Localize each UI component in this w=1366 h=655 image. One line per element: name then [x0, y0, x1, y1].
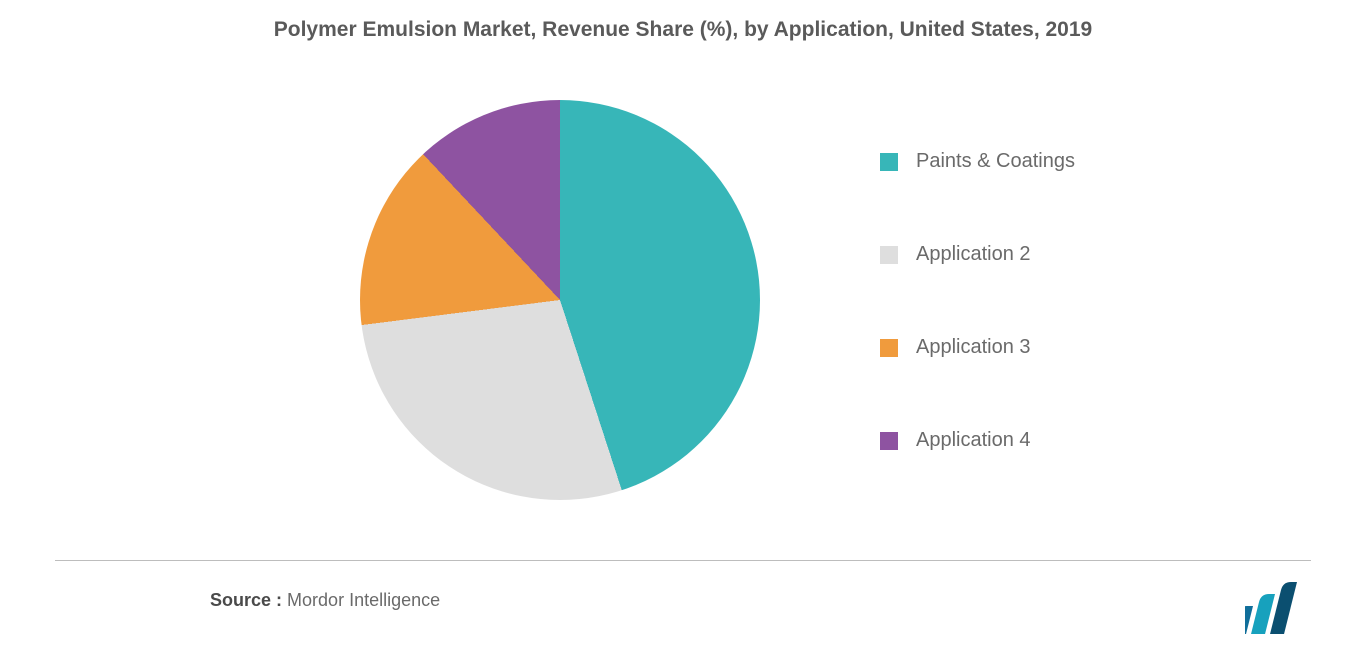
source-label: Source : [210, 590, 282, 610]
legend-item: Application 2 [880, 243, 1075, 266]
legend-item: Paints & Coatings [880, 150, 1075, 173]
legend-swatch [880, 246, 898, 264]
legend: Paints & Coatings Application 2 Applicatio… [880, 150, 1075, 452]
legend-swatch [880, 432, 898, 450]
pie-chart [360, 100, 760, 500]
legend-label: Application 3 [916, 336, 1031, 359]
legend-label: Application 4 [916, 429, 1031, 452]
legend-item: Application 4 [880, 429, 1075, 452]
legend-swatch [880, 339, 898, 357]
source-attribution: Source : Mordor Intelligence [210, 590, 440, 611]
brand-logo [1245, 582, 1297, 639]
pie-graphic [360, 100, 760, 500]
legend-item: Application 3 [880, 336, 1075, 359]
legend-label: Application 2 [916, 243, 1031, 266]
legend-swatch [880, 153, 898, 171]
divider [55, 560, 1311, 561]
chart-title: Polymer Emulsion Market, Revenue Share (… [0, 0, 1366, 42]
source-value: Mordor Intelligence [287, 590, 440, 610]
legend-label: Paints & Coatings [916, 150, 1075, 173]
